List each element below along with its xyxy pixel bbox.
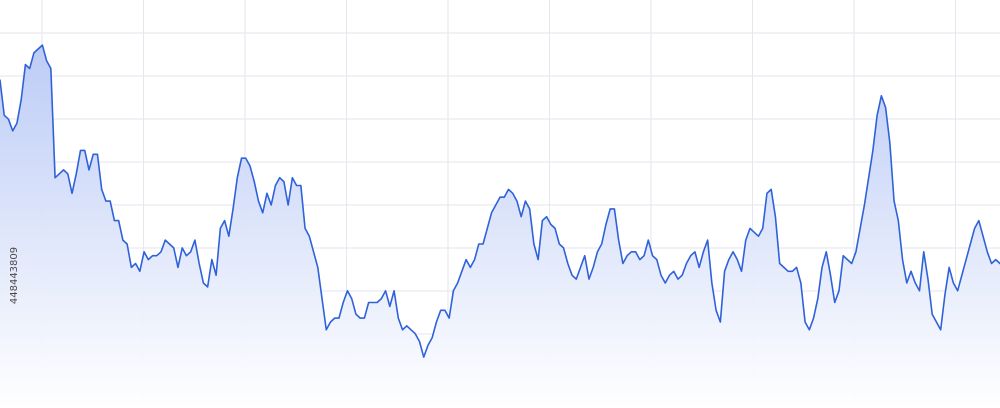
area-fill (0, 45, 1000, 408)
stock-id-label: 448443809 (9, 246, 21, 305)
series-line (0, 44, 1000, 358)
